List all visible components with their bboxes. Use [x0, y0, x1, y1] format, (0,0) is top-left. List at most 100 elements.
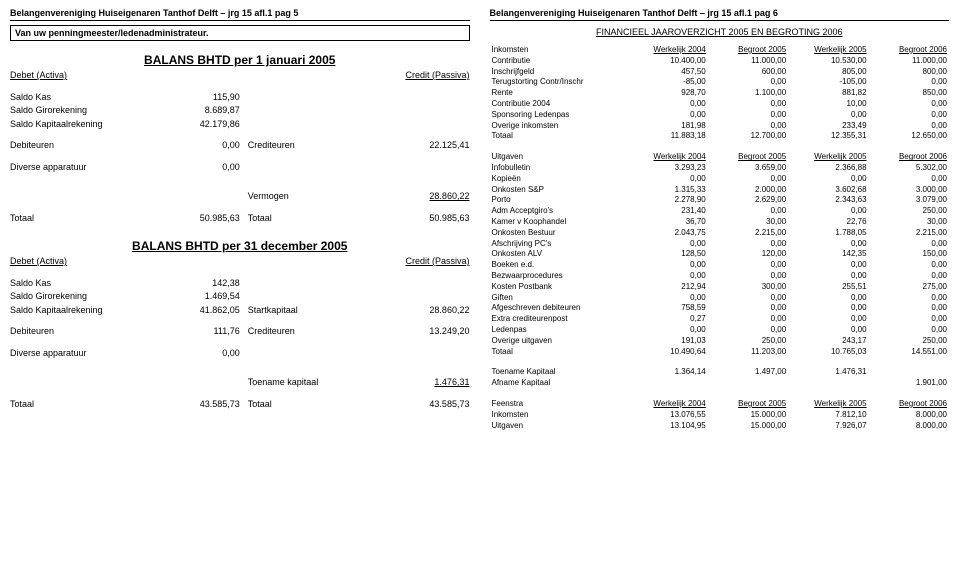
row-value: 0,00 [869, 271, 949, 282]
balans-row: Debiteuren111,76Crediteuren13.249,20 [10, 325, 470, 339]
row-value: 0,00 [788, 206, 868, 217]
row-value: 805,00 [788, 67, 868, 78]
balans-label-left: Totaal [10, 212, 171, 226]
balans-row: Vermogen28.860,22 [10, 190, 470, 204]
balans-value-left: 1.469,54 [171, 290, 240, 304]
row-value: 300,00 [708, 282, 788, 293]
row-value: 0,00 [708, 110, 788, 121]
balans-value-left: 8.689,87 [171, 104, 240, 118]
row-value: 11.000,00 [869, 56, 949, 67]
table-row: Porto2.278,902.629,002.343,633.079,00 [490, 195, 950, 206]
row-value: 2.215,00 [708, 228, 788, 239]
balans-value-left: 111,76 [171, 325, 240, 339]
row-value: 8.000,00 [869, 421, 949, 432]
row-value: 10,00 [788, 99, 868, 110]
row-label: Toename Kapitaal [490, 367, 628, 378]
table-row: Terugstorting Contr/Inschr-85,000,00-105… [490, 77, 950, 88]
row-label: Onkosten ALV [490, 249, 628, 260]
balans-label-left: Saldo Kapitaalrekening [10, 304, 171, 318]
balans-value-right: 1.476,31 [378, 376, 470, 390]
balans-label-left: Diverse apparatuur [10, 161, 171, 175]
table-row: Kopieën0,000,000,000,00 [490, 174, 950, 185]
balans1-title: BALANS BHTD per 1 januari 2005 [10, 53, 470, 67]
balans-value-right: 50.985,63 [378, 212, 470, 226]
row-label: Onkosten Bestuur [490, 228, 628, 239]
row-value: 13.076,55 [627, 410, 707, 421]
row-value: 11.000,00 [708, 56, 788, 67]
page-header-right: Belangenvereniging Huiseigenaren Tanthof… [490, 8, 950, 21]
row-label: Inkomsten [490, 410, 628, 421]
balans-value-left: 0,00 [171, 161, 240, 175]
row-value: 0,00 [708, 314, 788, 325]
row-value: 1.476,31 [788, 367, 868, 378]
table-section-title: Feenstra [490, 399, 628, 410]
balans-label-right: Totaal [240, 212, 378, 226]
row-value: 250,00 [869, 336, 949, 347]
table-header-row: UitgavenWerkelijk 2004Begroot 2005Werkel… [490, 152, 950, 163]
row-value: 191,03 [627, 336, 707, 347]
balans-row: Saldo Kas142,38 [10, 277, 470, 291]
row-label: Kopieën [490, 174, 628, 185]
balans-label-right [240, 91, 378, 105]
balans-label-right [240, 161, 378, 175]
row-value: 8.000,00 [869, 410, 949, 421]
row-value: 0,00 [708, 206, 788, 217]
row-label: Afgeschreven debiteuren [490, 303, 628, 314]
balans-label-right: Vermogen [240, 190, 378, 204]
row-value: 275,00 [869, 282, 949, 293]
row-label: Sponsoring Ledenpas [490, 110, 628, 121]
table-row: Infobulletin3.293,233.659,002.366,885.30… [490, 163, 950, 174]
table-row: Bezwaarprocedures0,000,000,000,00 [490, 271, 950, 282]
balans2-title: BALANS BHTD per 31 december 2005 [10, 239, 470, 253]
row-value: 0,00 [788, 110, 868, 121]
table-row: Rente928,701.100,00881,82850,00 [490, 88, 950, 99]
balans-value-left: 142,38 [171, 277, 240, 291]
balans-value-left: 0,00 [171, 139, 240, 153]
row-value: 181,98 [627, 121, 707, 132]
row-value: 30,00 [869, 217, 949, 228]
balans-label-left: Saldo Kapitaalrekening [10, 118, 171, 132]
row-label: Rente [490, 88, 628, 99]
row-value: 1.100,00 [708, 88, 788, 99]
row-value: 0,00 [627, 239, 707, 250]
balans-label-left: Diverse apparatuur [10, 347, 171, 361]
row-value: 0,00 [708, 99, 788, 110]
row-label: Afschrijving PC's [490, 239, 628, 250]
row-value: 0,00 [708, 271, 788, 282]
row-label: Overige uitgaven [490, 336, 628, 347]
balans-label-left: Debiteuren [10, 325, 171, 339]
table-row: Inschrijfgeld457,50600,00805,00800,00 [490, 67, 950, 78]
row-value: 0,00 [869, 314, 949, 325]
balans1-credit-label: Credit (Passiva) [378, 69, 470, 83]
row-value: 10.765,03 [788, 347, 868, 358]
row-value: 0,00 [869, 260, 949, 271]
row-value: 0,00 [788, 174, 868, 185]
balans-value-left: 0,00 [171, 347, 240, 361]
row-value: 0,00 [869, 174, 949, 185]
row-value: 0,00 [627, 260, 707, 271]
row-value: 928,70 [627, 88, 707, 99]
table-row: Ledenpas0,000,000,000,00 [490, 325, 950, 336]
table-row: Giften0,000,000,000,00 [490, 293, 950, 304]
balans-row: Debiteuren0,00Crediteuren22.125,41 [10, 139, 470, 153]
table-section-title: Uitgaven [490, 152, 628, 163]
row-value: 15.000,00 [708, 410, 788, 421]
row-label: Onkosten S&P [490, 185, 628, 196]
row-value: 212,94 [627, 282, 707, 293]
row-value: 15.000,00 [708, 421, 788, 432]
balans-value-right [378, 347, 470, 361]
row-value: 0,00 [627, 110, 707, 121]
row-label: Terugstorting Contr/Inschr [490, 77, 628, 88]
kapitaal-table: Toename Kapitaal1.364,141.497,001.476,31… [490, 367, 950, 389]
balans-value-left: 115,90 [171, 91, 240, 105]
balans-row: Saldo Kapitaalrekening41.862,05Startkapi… [10, 304, 470, 318]
page-5: Belangenvereniging Huiseigenaren Tanthof… [0, 0, 480, 584]
table-row: Uitgaven13.104,9515.000,007.926,078.000,… [490, 421, 950, 432]
row-value: 7.926,07 [788, 421, 868, 432]
row-value: 3.293,23 [627, 163, 707, 174]
row-label: Afname Kapitaal [490, 378, 628, 389]
row-value: 13.104,95 [627, 421, 707, 432]
balans-label-right: Crediteuren [240, 325, 378, 339]
row-value: 0,00 [788, 303, 868, 314]
row-value: 255,51 [788, 282, 868, 293]
